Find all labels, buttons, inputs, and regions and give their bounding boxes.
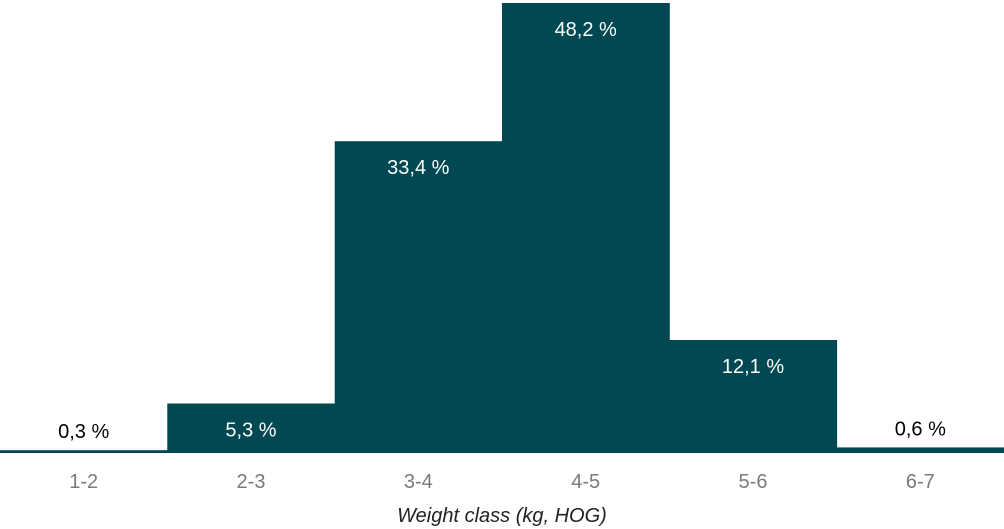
bar-value-label-6-7: 0,6 % [895, 418, 946, 440]
bar-3-4 [334, 141, 503, 453]
bar-5-6 [669, 340, 838, 453]
bar-6-7 [836, 447, 1004, 453]
x-axis-title: Weight class (kg, HOG) [397, 505, 607, 527]
bar-labels-group: 0,3 % 5,3 % 33,4 % 48,2 % 12,1 % 0,6 % [58, 19, 946, 443]
x-tick-label-5-6: 5-6 [739, 471, 768, 493]
bar-value-label-2-3: 5,3 % [225, 420, 276, 442]
x-tick-label-4-5: 4-5 [571, 471, 600, 493]
bar-value-label-5-6: 12,1 % [722, 356, 784, 378]
x-tick-label-2-3: 2-3 [237, 471, 266, 493]
bar-value-label-3-4: 33,4 % [387, 157, 449, 179]
x-tick-label-1-2: 1-2 [69, 471, 98, 493]
x-tick-label-6-7: 6-7 [906, 471, 935, 493]
bar-value-label-1-2: 0,3 % [58, 421, 109, 443]
x-tick-labels-group: 1-2 2-3 3-4 4-5 5-6 6-7 [69, 471, 935, 493]
x-tick-label-3-4: 3-4 [404, 471, 433, 493]
bar-4-5 [502, 3, 670, 453]
bars-group [0, 3, 1004, 453]
bar-2-3 [167, 403, 336, 453]
bar-value-label-4-5: 48,2 % [555, 19, 617, 41]
